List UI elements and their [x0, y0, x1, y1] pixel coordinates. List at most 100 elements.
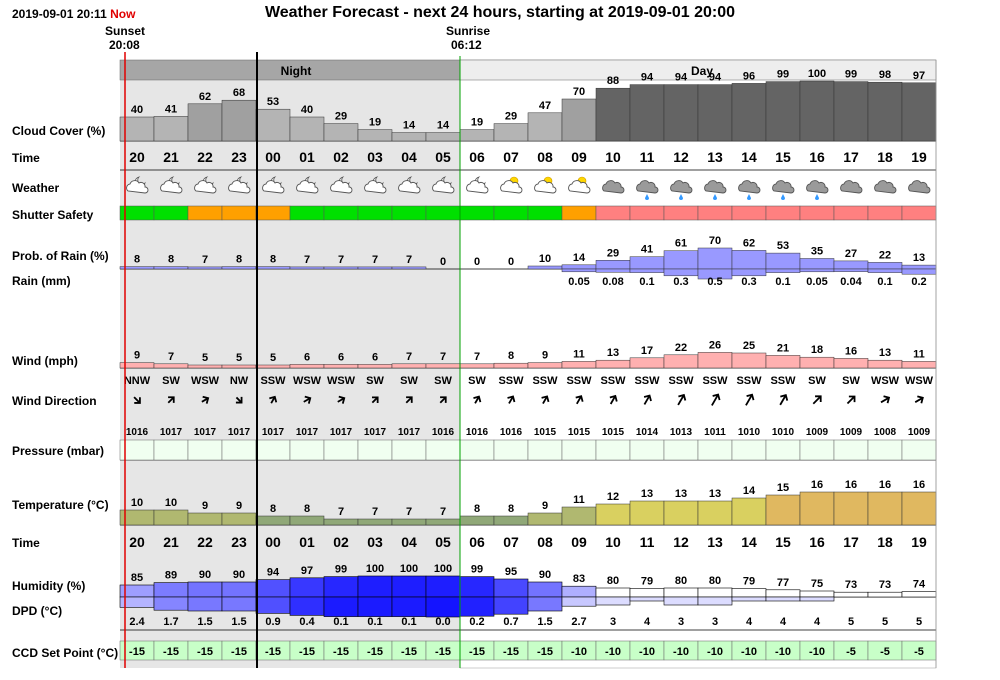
cloud-value: 98 — [879, 69, 891, 81]
page-title: Weather Forecast - next 24 hours, starti… — [264, 4, 736, 21]
temperature-value: 9 — [202, 500, 208, 512]
time-label-2: 21 — [163, 534, 179, 550]
dpd-value: 1.7 — [163, 616, 178, 628]
wind-value: 25 — [743, 340, 755, 352]
wind-arrow-icon — [235, 396, 243, 404]
rain-mm-bar — [595, 268, 631, 273]
wind-value: 6 — [304, 351, 310, 363]
shutter-cell-safe — [357, 205, 393, 221]
wind-bar — [289, 364, 325, 369]
pressure-box — [391, 439, 427, 461]
label-weather: Weather — [12, 181, 60, 195]
pressure-box — [833, 439, 869, 461]
dpd-bar — [323, 596, 359, 617]
wind-direction-label: SSW — [260, 375, 286, 387]
dpd-value: 3 — [712, 616, 718, 628]
humidity-bar — [867, 591, 903, 598]
rain-probability-value: 8 — [270, 254, 276, 266]
pressure-box — [867, 439, 903, 461]
time-label: 13 — [707, 149, 723, 165]
dpd-bar — [357, 596, 393, 617]
time-label-2: 19 — [911, 534, 927, 550]
humidity-value: 73 — [879, 579, 891, 591]
dpd-bar — [799, 596, 835, 602]
cloud-value: 14 — [403, 120, 416, 132]
cloud-bar — [595, 87, 631, 142]
time-label: 14 — [741, 149, 757, 165]
now-label: Now — [110, 7, 136, 21]
night-partly-cloudy-icon — [466, 176, 489, 194]
wind-arrow-icon — [677, 393, 687, 406]
rain-probability-value: 8 — [134, 254, 140, 266]
temperature-value: 14 — [743, 485, 756, 497]
rain-probability-value: 0 — [474, 256, 480, 268]
wind-arrow-icon — [779, 394, 789, 406]
humidity-value: 73 — [845, 579, 857, 591]
rain-probability-value: 27 — [845, 248, 857, 260]
cloud-bar — [833, 81, 869, 142]
time-label: 04 — [401, 149, 417, 165]
wind-value: 11 — [913, 348, 925, 360]
wind-value: 13 — [879, 347, 891, 359]
cloud-icon — [874, 180, 897, 194]
pressure-value: 1011 — [704, 427, 726, 438]
time-label: 00 — [265, 149, 281, 165]
temperature-value: 13 — [709, 488, 721, 500]
label-pressure: Pressure (mbar) — [12, 444, 105, 458]
ccd-value: -15 — [163, 646, 179, 658]
rain-probability-bar — [867, 262, 903, 270]
humidity-value: 80 — [675, 575, 687, 587]
wind-direction-label: SSW — [532, 375, 558, 387]
wind-arrow-icon — [167, 396, 175, 404]
pressure-value: 1013 — [670, 427, 693, 438]
time-label: 20 — [129, 149, 145, 165]
humidity-bar — [493, 578, 529, 598]
wind-bar — [765, 355, 801, 369]
pressure-box — [459, 439, 495, 461]
humidity-value: 90 — [233, 569, 245, 581]
pressure-value: 1016 — [466, 427, 489, 438]
humidity-value: 75 — [811, 578, 823, 590]
shutter-cell-safe — [493, 205, 529, 221]
rain-probability-value: 7 — [338, 254, 344, 266]
night-partly-cloudy-icon — [194, 176, 217, 194]
wind-arrow-icon — [846, 395, 856, 405]
ccd-value: -5 — [846, 646, 856, 658]
rain-mm-bar — [799, 268, 835, 273]
wind-bar — [901, 361, 937, 369]
humidity-bar — [255, 579, 291, 598]
humidity-value: 83 — [573, 573, 585, 585]
cloud-value: 96 — [743, 70, 755, 82]
time-label: 11 — [640, 149, 655, 165]
wind-direction-label: SW — [808, 375, 826, 387]
cloud-value: 62 — [199, 91, 211, 103]
label-shutter-safety: Shutter Safety — [12, 208, 94, 222]
wind-bar — [153, 363, 189, 369]
wind-value: 9 — [542, 350, 548, 362]
pressure-value: 1017 — [330, 427, 353, 438]
ccd-value: -15 — [299, 646, 315, 658]
dpd-bar — [425, 596, 461, 618]
rain-probability-bar — [221, 266, 257, 270]
humidity-bar — [663, 587, 699, 598]
wind-value: 7 — [406, 351, 412, 363]
temperature-value: 16 — [913, 479, 925, 491]
ccd-value: -10 — [571, 646, 587, 658]
temperature-value: 16 — [879, 479, 891, 491]
wind-value: 7 — [440, 351, 446, 363]
wind-direction-label: WSW — [293, 375, 322, 387]
humidity-value: 100 — [400, 563, 418, 575]
night-partly-cloudy-icon — [126, 176, 149, 194]
humidity-bar — [561, 585, 597, 598]
humidity-bar — [391, 575, 427, 598]
humidity-bar — [527, 581, 563, 598]
time-label-2: 01 — [299, 534, 315, 550]
wind-arrow-icon — [507, 395, 516, 404]
rain-mm-value: 0.5 — [707, 276, 722, 288]
humidity-value: 99 — [335, 564, 347, 576]
rain-probability-bar — [697, 247, 733, 270]
temperature-bar — [629, 500, 665, 526]
time-label: 08 — [537, 149, 553, 165]
pressure-box — [799, 439, 835, 461]
cloud-bar — [255, 108, 291, 142]
